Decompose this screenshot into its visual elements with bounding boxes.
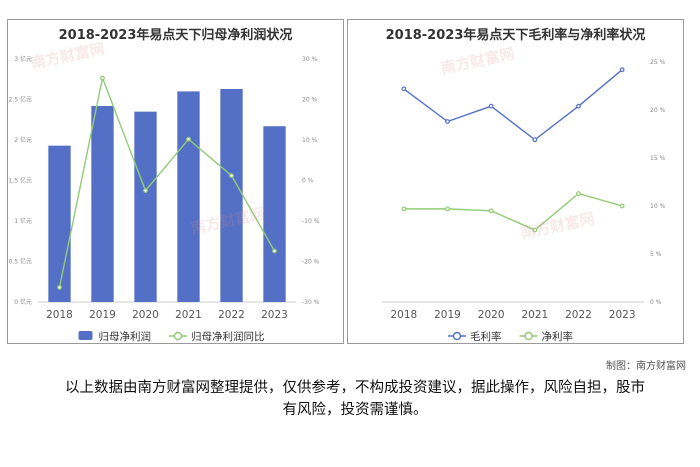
chart-title: 2018-2023年易点天下归母净利润状况 <box>58 28 293 43</box>
data-point <box>143 188 148 194</box>
legend-swatch <box>78 331 93 340</box>
legend-swatch <box>173 331 183 341</box>
margin-chart-panel: 2018-2023年易点天下毛利率与净利率状况 2018 2019 2020 2021… <box>347 19 684 344</box>
y-right-tick-label: 10 % <box>650 203 666 210</box>
bar <box>220 88 243 302</box>
legend-swatch <box>452 331 462 341</box>
legend-swatch <box>524 331 533 341</box>
y-right-tick-label: -20 % <box>302 259 320 266</box>
y-left-tick-label: 1 亿元 <box>14 217 32 225</box>
y-left-tick-label: 2.5 亿元 <box>9 96 32 104</box>
x-tick-label: 2022 <box>218 309 245 321</box>
y-right-tick-label: -10 % <box>302 218 320 225</box>
x-tick-label: 2023 <box>261 309 288 321</box>
chart-title: 2018-2023年易点天下毛利率与净利率状况 <box>385 28 646 43</box>
data-point <box>532 137 538 143</box>
bar <box>91 105 114 302</box>
y-left-tick-label: 0.5 亿元 <box>9 258 32 266</box>
y-left-tick-label: 1.5 亿元 <box>9 177 32 185</box>
y-left-tick-label: 3 亿元 <box>14 55 32 63</box>
y-right-tick-label: 10 % <box>302 137 318 144</box>
data-point <box>619 67 625 73</box>
y-right-tick-label: 5 % <box>650 251 662 258</box>
y-right-tick-label: 0 % <box>302 178 314 185</box>
data-point <box>229 173 234 179</box>
y-left-tick-label: 0 亿元 <box>14 298 32 306</box>
data-point <box>401 206 407 212</box>
y-right-tick-label: 20 % <box>302 97 318 104</box>
x-tick-label: 2021 <box>175 309 202 321</box>
bar <box>177 91 200 303</box>
bar <box>48 145 71 302</box>
x-tick-label: 2018 <box>390 309 417 321</box>
legend-label: 毛利率 <box>470 330 502 343</box>
disclaimer-text: 以上数据由南方财富网整理提供，仅供参考，不构成投资建议，据此操作，风险自担，股市… <box>65 380 645 418</box>
bar <box>134 111 157 303</box>
net-profit-chart-panel: 2018-2023年易点天下归母净利润状况 2018 2019 2020 2021 20… <box>7 19 344 344</box>
data-point <box>100 75 105 81</box>
x-tick-label: 2021 <box>521 309 548 321</box>
series-line <box>403 192 623 231</box>
data-point <box>186 136 191 142</box>
y-right-tick-label: 25 % <box>650 59 666 66</box>
x-tick-label: 2020 <box>132 309 159 321</box>
data-point <box>576 103 581 109</box>
x-tick-label: 2018 <box>46 309 73 321</box>
data-point <box>488 208 494 214</box>
y-right-tick-label: 0 % <box>650 299 662 306</box>
data-point <box>445 206 450 212</box>
y-right-tick-label: -30 % <box>302 299 320 306</box>
data-point <box>401 86 407 92</box>
series-line <box>58 75 276 288</box>
legend-label: 归母净利润同比 <box>191 330 265 343</box>
data-point <box>57 285 62 290</box>
legend-label: 净利率 <box>542 330 574 343</box>
net-profit-chart: 2018 2019 2020 2021 2022 2023 0 亿元 0.5 亿元 1 亿元 1.… <box>9 55 320 343</box>
y-right-tick-label: 30 % <box>302 56 318 63</box>
data-point <box>576 191 581 196</box>
data-point <box>272 248 277 254</box>
y-right-tick-label: 20 % <box>650 107 666 114</box>
x-tick-label: 2023 <box>609 309 636 321</box>
y-right-tick-label: 15 % <box>650 155 666 162</box>
x-tick-label: 2019 <box>434 309 461 321</box>
data-point <box>445 119 450 124</box>
x-tick-label: 2019 <box>89 309 116 321</box>
margin-chart: 2018 2019 2020 2021 2022 2023 0 % 5 % 10 % 15 % 20… <box>382 59 666 343</box>
chart-credit: 制图：南方财富网 <box>606 361 686 372</box>
bar <box>263 126 286 302</box>
data-point <box>488 103 494 109</box>
y-left-tick-label: 2 亿元 <box>14 136 32 144</box>
legend-label: 归母净利润 <box>99 330 152 343</box>
series-line <box>403 69 623 141</box>
data-point <box>619 203 625 209</box>
x-tick-label: 2022 <box>565 309 592 321</box>
x-tick-label: 2020 <box>478 309 505 321</box>
data-point <box>532 227 538 233</box>
